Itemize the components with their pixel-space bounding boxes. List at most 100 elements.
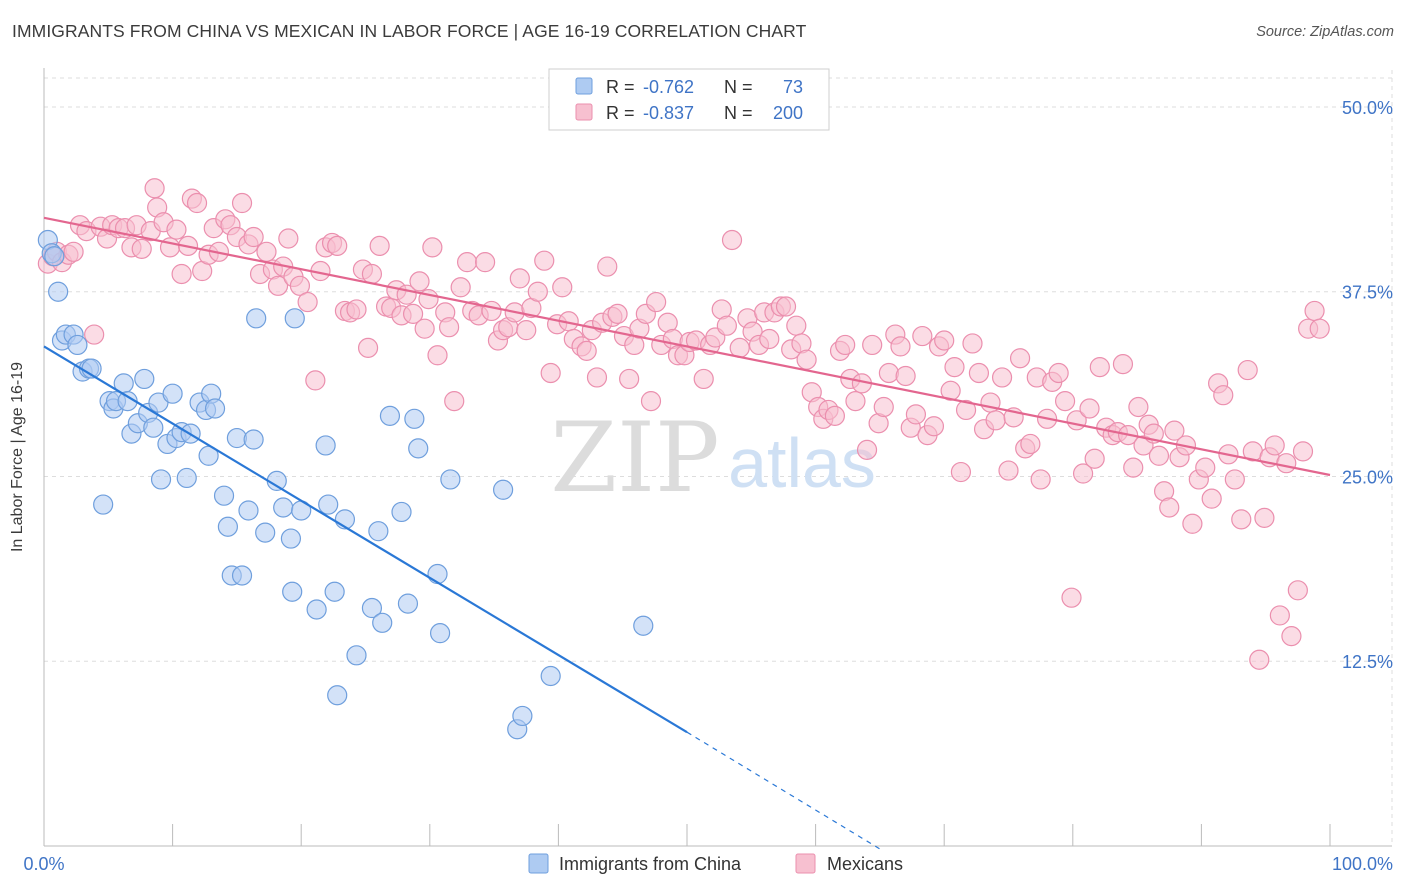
legend-swatch-china [575, 77, 593, 95]
trend-line-china-extension [686, 731, 881, 850]
china-point [280, 528, 302, 549]
legend-swatch-mexicans [575, 103, 593, 121]
series-mexicans [37, 178, 1330, 670]
mexicans-point [1061, 587, 1082, 608]
legend-r-label-mexicans: R = [606, 103, 635, 123]
mexicans-point [256, 241, 277, 262]
china-point [346, 645, 367, 666]
y-tick-label: 50.0% [1342, 98, 1393, 118]
y-tick-label: 37.5% [1342, 283, 1393, 303]
mexicans-point [1128, 396, 1149, 418]
mexicans-point [968, 362, 990, 384]
mexicans-point [361, 263, 383, 285]
china-point [324, 581, 345, 602]
china-point [204, 398, 226, 419]
series-legend: Immigrants from China Mexicans [528, 853, 903, 874]
mexicans-point [775, 296, 797, 317]
mexicans-point [552, 277, 573, 298]
series-legend-label-mexicans: Mexicans [827, 854, 903, 874]
china-point [134, 368, 155, 390]
china-point [372, 612, 393, 633]
mexicans-point [450, 277, 471, 298]
mexicans-point [1237, 359, 1258, 381]
china-point [226, 427, 247, 449]
mexicans-point [171, 263, 192, 285]
mexicans-point [1084, 448, 1105, 469]
mexicans-point [1287, 580, 1308, 601]
mexicans-point [516, 320, 537, 341]
mexicans-point [944, 356, 965, 378]
mexicans-point [759, 328, 780, 350]
mexicans-point [890, 336, 911, 357]
mexicans-point [796, 349, 817, 370]
mexicans-point [474, 252, 496, 273]
mexicans-point [534, 250, 555, 271]
watermark-zip: ZIP [550, 402, 719, 514]
mexicans-point [1231, 509, 1252, 530]
mexicans-point [1264, 435, 1285, 456]
series-legend-swatch-china [528, 853, 549, 874]
mexicans-point [1292, 441, 1314, 462]
mexicans-point [693, 368, 714, 390]
china-point [368, 521, 389, 542]
china-point [408, 438, 429, 459]
series-legend-swatch-mexicans [795, 853, 816, 874]
mexicans-point [1072, 463, 1094, 484]
mexicans-point [856, 439, 878, 460]
mexicans-point [716, 315, 737, 336]
china-point [493, 479, 514, 500]
china-point [429, 623, 451, 644]
legend-r-label-china: R = [606, 77, 635, 97]
china-point [512, 705, 533, 727]
mexicans-point [1054, 390, 1076, 412]
mexicans-point [873, 396, 894, 418]
mexicans-point [357, 337, 379, 358]
legend-n-label-china: N = [724, 77, 753, 97]
china-point [440, 469, 461, 490]
mexicans-point [597, 256, 618, 277]
china-point [48, 281, 69, 302]
chart-title: IMMIGRANTS FROM CHINA VS MEXICAN IN LABO… [12, 21, 807, 41]
mexicans-point [962, 333, 983, 354]
mexicans-point [1164, 420, 1185, 441]
mexicans-point [862, 334, 883, 356]
mexicans-point [1182, 513, 1203, 534]
mexicans-point [607, 303, 628, 324]
china-point [318, 494, 339, 515]
trend-line-china [43, 345, 688, 734]
mexicans-point [1269, 605, 1290, 626]
china-point [255, 522, 276, 543]
mexicans-point [835, 334, 856, 356]
mexicans-point [1030, 469, 1051, 490]
mexicans-point [1201, 488, 1222, 509]
mexicans-point [327, 235, 348, 256]
china-point [391, 501, 412, 523]
mexicans-point [305, 370, 326, 391]
mexicans-point [905, 404, 927, 425]
china-point [361, 597, 383, 619]
china-point [379, 405, 401, 426]
mexicans-point [991, 367, 1013, 388]
trend-lines [43, 216, 1331, 850]
mexicans-point [895, 365, 916, 387]
mexicans-point [721, 229, 743, 251]
mexicans-point [414, 318, 435, 339]
mexicans-point [267, 275, 289, 296]
china-point [633, 615, 654, 636]
mexicans-point [84, 324, 105, 345]
series-legend-label-china: Immigrants from China [559, 854, 742, 874]
china-point [427, 563, 448, 585]
mexicans-point [985, 410, 1006, 431]
mexicans-point [1304, 300, 1325, 322]
mexicans-point [619, 368, 640, 390]
china-point [93, 494, 114, 515]
china-point [238, 500, 259, 521]
china-point [162, 383, 183, 404]
mexicans-point [527, 281, 548, 302]
china-point [67, 334, 88, 356]
mexicans-point [444, 390, 465, 412]
mexicans-point [63, 241, 84, 262]
china-point [315, 435, 336, 456]
mexicans-point [1079, 398, 1100, 419]
mexicans-point [912, 325, 933, 347]
